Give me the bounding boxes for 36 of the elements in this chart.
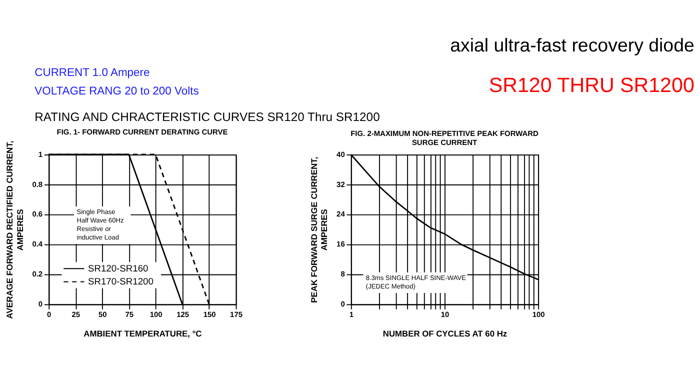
y-tick-label: 0.6 xyxy=(32,210,43,219)
y-tick-label: 0.4 xyxy=(32,240,44,249)
text: SR120 THRU SR1200 xyxy=(488,74,694,97)
x-tick-label: 10 xyxy=(440,310,450,319)
x-tick-label: 125 xyxy=(176,310,190,319)
y-tick-label: 0.2 xyxy=(32,270,43,279)
legend-label: SR120-SR160 xyxy=(88,263,148,274)
x-tick-label: 75 xyxy=(125,310,134,319)
x-tick-label: 100 xyxy=(150,310,162,319)
x-tick-label: 0 xyxy=(47,310,52,319)
y-tick-label: 8 xyxy=(340,270,345,279)
legend-label: SR170-SR1200 xyxy=(88,276,154,287)
text: VOLTAGE RANG 20 to 200 Volts xyxy=(34,86,200,98)
chart-title: FIG. 2-MAXIMUM NON-REPETITIVE PEAK FORWARD SURGE CURRENT xyxy=(350,128,540,148)
y-axis-title: AVERAGE FORWARD RECTIFIED CURRENT, AMPERES xyxy=(4,140,25,319)
y-tick-label: 0.8 xyxy=(32,180,43,189)
chart-title: FIG. 1- FORWARD CURRENT DERATING CURVE xyxy=(56,128,228,137)
text: CURRENT 1.0 Ampere xyxy=(34,66,150,79)
x-tick-label: 150 xyxy=(203,310,216,319)
y-tick-label: 16 xyxy=(336,240,345,249)
x-tick-label: 50 xyxy=(98,310,107,319)
x-tick-label: 100 xyxy=(532,310,545,319)
x-tick-label: 25 xyxy=(72,310,80,319)
x-tick-label: 1 xyxy=(349,310,354,319)
x-axis-title: NUMBER OF CYCLES AT 60 Hz xyxy=(382,328,508,338)
y-tick-label: 40 xyxy=(336,150,345,159)
y-axis-title: PEAK FORWARD SURGE CURRENT, AMPERES xyxy=(308,156,330,303)
x-axis-title: AMBIENT TEMPERATURE, °C xyxy=(84,328,202,338)
y-tick-label: 1 xyxy=(38,150,43,159)
text: axial ultra-fast recovery diode xyxy=(450,34,694,56)
y-tick-label: 24 xyxy=(336,210,346,219)
x-tick-label: 175 xyxy=(230,310,243,319)
y-tick-label: 0 xyxy=(340,300,345,309)
text: RATING AND CHRACTERISTIC CURVES SR120 Thru SR1200 xyxy=(34,110,380,124)
y-tick-label: 32 xyxy=(336,180,345,189)
y-tick-label: 0 xyxy=(38,300,43,309)
